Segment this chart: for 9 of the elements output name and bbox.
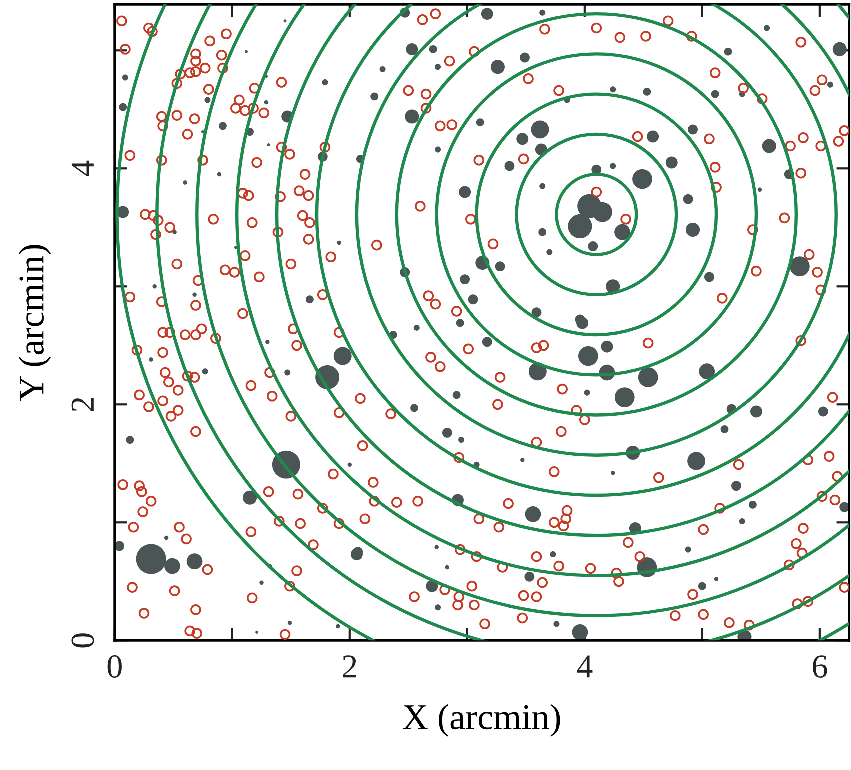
x-tick-label: 2 [343,656,356,678]
x-axis-title: X (arcmin) [403,704,560,737]
y-axis-title: Y (arcmin) [18,245,52,402]
x-tick-label: 6 [813,656,828,678]
y-tick-label: 2 [72,398,94,412]
x-tick-label: 0 [108,655,122,678]
y-tick-label: 4 [72,160,94,176]
x-tick-label: 4 [577,656,593,678]
y-tick-label: 0 [72,634,94,648]
